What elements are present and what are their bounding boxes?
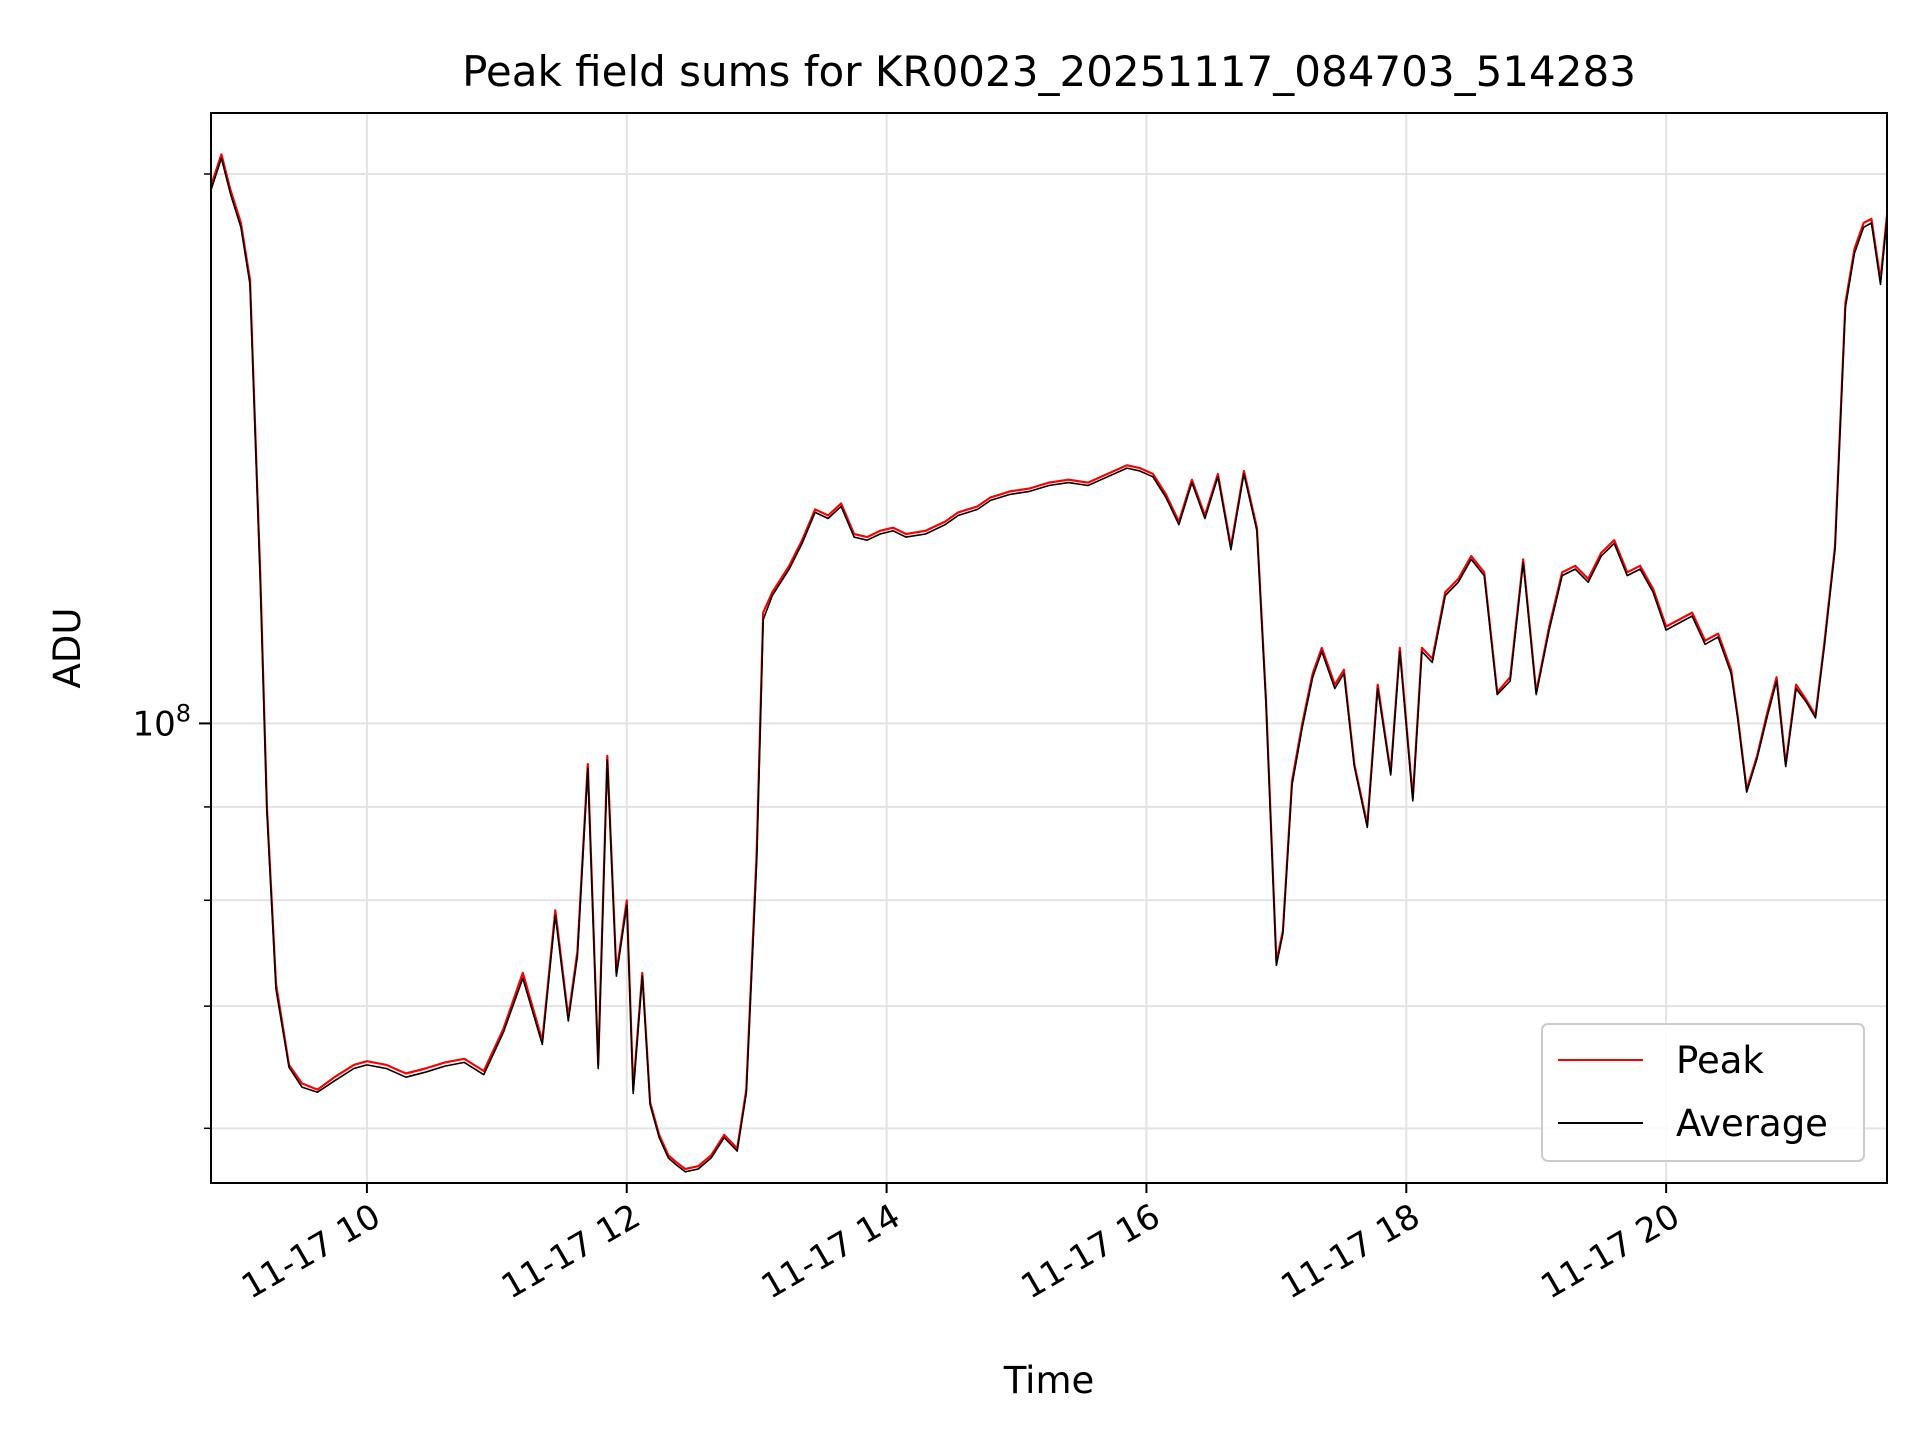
- series-line-average: [211, 157, 1887, 1173]
- grid: [211, 113, 1887, 1183]
- y-tick-label: 108: [132, 699, 191, 744]
- legend-box: [1541, 1023, 1865, 1162]
- y-axis-label: ADU: [46, 608, 89, 689]
- chart-title: Peak field sums for KR0023_20251117_0847…: [462, 47, 1636, 96]
- x-axis-label: Time: [1003, 1359, 1095, 1402]
- legend: Peak Average: [1541, 1023, 1865, 1162]
- legend-peak-label: Peak: [1676, 1039, 1764, 1082]
- plot-frame: [210, 112, 1888, 1184]
- plot-lines: [211, 153, 1887, 1173]
- y-axis-ticks: 108: [132, 173, 211, 1130]
- legend-average-label: Average: [1676, 1102, 1828, 1145]
